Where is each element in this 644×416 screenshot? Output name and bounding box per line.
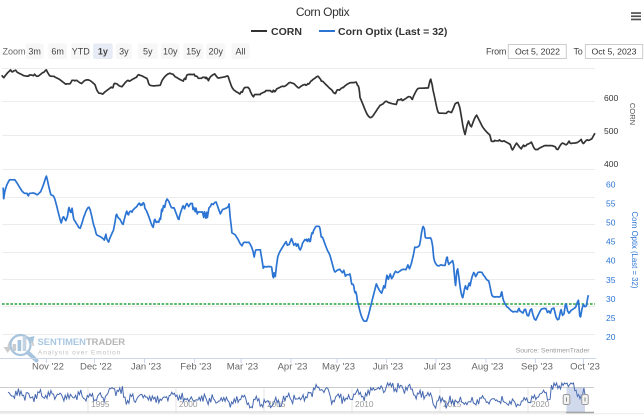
svg-text:Apr '23: Apr '23 bbox=[278, 362, 308, 373]
svg-text:Corn Optix (Last = 32): Corn Optix (Last = 32) bbox=[630, 212, 639, 289]
svg-text:All: All bbox=[235, 47, 245, 57]
svg-text:3y: 3y bbox=[119, 47, 129, 57]
svg-text:To: To bbox=[574, 47, 583, 57]
svg-text:Sep '23: Sep '23 bbox=[521, 362, 553, 373]
svg-text:1995: 1995 bbox=[91, 399, 110, 409]
svg-text:CORN: CORN bbox=[628, 103, 637, 125]
svg-text:500: 500 bbox=[604, 126, 618, 136]
svg-text:Oct '23: Oct '23 bbox=[570, 362, 600, 373]
svg-text:6m: 6m bbox=[51, 47, 64, 57]
svg-text:2005: 2005 bbox=[267, 399, 286, 409]
svg-text:10y: 10y bbox=[163, 47, 178, 57]
svg-text:Dec '22: Dec '22 bbox=[80, 362, 112, 373]
svg-text:600: 600 bbox=[604, 93, 618, 103]
svg-text:May '23: May '23 bbox=[322, 362, 355, 373]
svg-text:40: 40 bbox=[606, 256, 616, 266]
svg-text:5y: 5y bbox=[143, 47, 153, 57]
svg-text:2020: 2020 bbox=[531, 399, 550, 409]
svg-text:35: 35 bbox=[606, 275, 616, 285]
svg-text:Oct 5, 2023: Oct 5, 2023 bbox=[592, 47, 637, 57]
svg-text:Jun '23: Jun '23 bbox=[373, 362, 403, 373]
svg-text:Corn Optix: Corn Optix bbox=[296, 5, 350, 19]
svg-text:2010: 2010 bbox=[355, 399, 374, 409]
svg-text:Nov '22: Nov '22 bbox=[32, 362, 64, 373]
svg-text:2000: 2000 bbox=[179, 399, 198, 409]
svg-text:3m: 3m bbox=[28, 47, 41, 57]
svg-text:YTD: YTD bbox=[72, 47, 91, 57]
svg-text:Feb '23: Feb '23 bbox=[180, 362, 211, 373]
svg-text:CORN: CORN bbox=[271, 26, 302, 38]
svg-text:Corn Optix (Last = 32): Corn Optix (Last = 32) bbox=[338, 26, 447, 38]
svg-text:25: 25 bbox=[606, 313, 616, 323]
svg-text:Mar '23: Mar '23 bbox=[227, 362, 258, 373]
svg-text:From: From bbox=[486, 47, 506, 57]
svg-text:Source: SentimenTrader: Source: SentimenTrader bbox=[516, 348, 591, 355]
svg-text:20y: 20y bbox=[209, 47, 224, 57]
svg-text:Oct 5, 2022: Oct 5, 2022 bbox=[515, 47, 560, 57]
svg-text:60: 60 bbox=[606, 179, 616, 189]
svg-text:2015: 2015 bbox=[443, 399, 462, 409]
svg-text:Jan '23: Jan '23 bbox=[131, 362, 161, 373]
svg-text:Aug '23: Aug '23 bbox=[472, 362, 504, 373]
svg-text:50: 50 bbox=[606, 218, 616, 228]
svg-text:15y: 15y bbox=[186, 47, 201, 57]
svg-text:SENTIMENTRADER: SENTIMENTRADER bbox=[38, 336, 126, 347]
svg-text:1y: 1y bbox=[98, 47, 108, 57]
svg-text:45: 45 bbox=[606, 237, 616, 247]
svg-text:20: 20 bbox=[606, 332, 616, 342]
svg-text:Analysis over Emotion: Analysis over Emotion bbox=[38, 350, 121, 357]
svg-text:30: 30 bbox=[606, 294, 616, 304]
svg-text:55: 55 bbox=[606, 198, 616, 208]
svg-text:Zoom: Zoom bbox=[3, 47, 26, 57]
svg-text:Jul '23: Jul '23 bbox=[424, 362, 451, 373]
svg-text:400: 400 bbox=[604, 159, 618, 169]
